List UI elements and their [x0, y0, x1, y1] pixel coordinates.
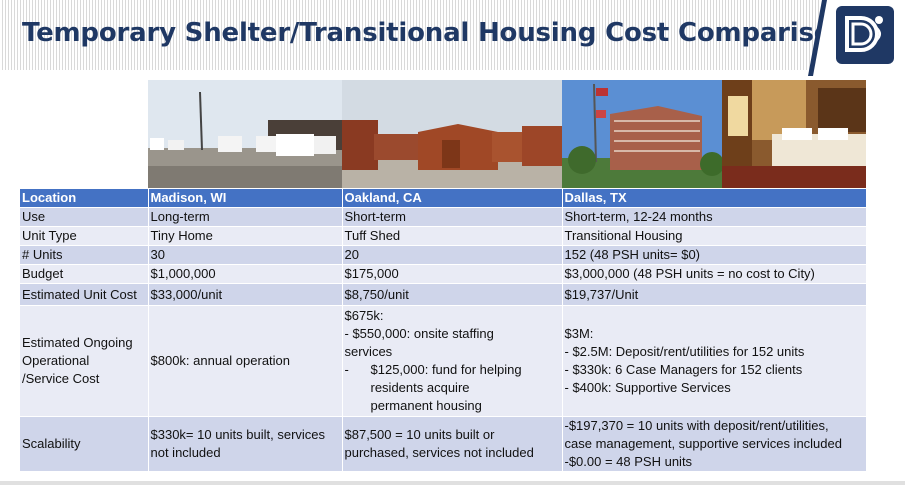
table-header-row: Location Madison, WI Oakland, CA Dallas,… [20, 189, 867, 208]
oakland-cell: 20 [342, 245, 563, 265]
table-row-unit-cost: Estimated Unit Cost $33,000/unit $8,750/… [20, 283, 867, 306]
row-label: Estimated Unit Cost [20, 283, 149, 306]
dallas-d-logo-icon [808, 0, 905, 80]
header-dallas: Dallas, TX [562, 189, 867, 208]
title-bar-background [0, 0, 820, 70]
row-label: Estimated Ongoing Operational /Service C… [20, 305, 149, 417]
table-row-use: Use Long-term Short-term Short-term, 12-… [20, 207, 867, 227]
oakland-cell: $175,000 [342, 264, 563, 284]
table-row-scalability: Scalability $330k= 10 units built, servi… [20, 416, 867, 472]
oakland-cell: Short-term [342, 207, 563, 227]
row-label: Budget [20, 264, 149, 284]
row-label: # Units [20, 245, 149, 265]
hotel-exterior-photo [562, 80, 722, 188]
dallas-cell: Short-term, 12-24 months [562, 207, 867, 227]
madison-cell: $33,000/unit [148, 283, 343, 306]
row-label: Use [20, 207, 149, 227]
header-oakland: Oakland, CA [342, 189, 563, 208]
dallas-cell: -$197,370 = 10 units with deposit/rent/u… [562, 416, 867, 472]
table-row-budget: Budget $1,000,000 $175,000 $3,000,000 (4… [20, 264, 867, 284]
oakland-cell: $8,750/unit [342, 283, 563, 306]
tuff-sheds-photo [342, 80, 562, 188]
oakland-cell: $87,500 = 10 units built or purchased, s… [342, 416, 563, 472]
madison-cell: $800k: annual operation [148, 305, 343, 417]
dallas-cell: $3,000,000 (48 PSH units = no cost to Ci… [562, 264, 867, 284]
table-row-ongoing-cost: Estimated Ongoing Operational /Service C… [20, 305, 867, 417]
oakland-cell: Tuff Shed [342, 226, 563, 246]
cost-comparison-table: Location Madison, WI Oakland, CA Dallas,… [20, 189, 867, 472]
row-label: Scalability [20, 416, 149, 472]
table-row-units: # Units 30 20 152 (48 PSH units= $0) [20, 245, 867, 265]
row-label: Unit Type [20, 226, 149, 246]
madison-cell: $330k= 10 units built, services not incl… [148, 416, 343, 472]
madison-cell: 30 [148, 245, 343, 265]
bottom-edge [0, 481, 905, 485]
table-row-unit-type: Unit Type Tiny Home Tuff Shed Transition… [20, 226, 867, 246]
dallas-cell: $19,737/Unit [562, 283, 867, 306]
slide-title: Temporary Shelter/Transitional Housing C… [22, 18, 850, 48]
header-location: Location [20, 189, 149, 208]
madison-cell: Tiny Home [148, 226, 343, 246]
dallas-cell: $3M: - $2.5M: Deposit/rent/utilities for… [562, 305, 867, 417]
hotel-room-photo [722, 80, 866, 188]
header-madison: Madison, WI [148, 189, 343, 208]
oakland-cell: $675k: - $550,000: onsite staffing servi… [342, 305, 563, 417]
madison-cell: Long-term [148, 207, 343, 227]
dallas-cell: 152 (48 PSH units= $0) [562, 245, 867, 265]
tiny-homes-photo [148, 80, 342, 188]
madison-cell: $1,000,000 [148, 264, 343, 284]
city-logo [808, 0, 905, 80]
bullet-dash: - [344, 362, 349, 377]
dallas-cell: Transitional Housing [562, 226, 867, 246]
